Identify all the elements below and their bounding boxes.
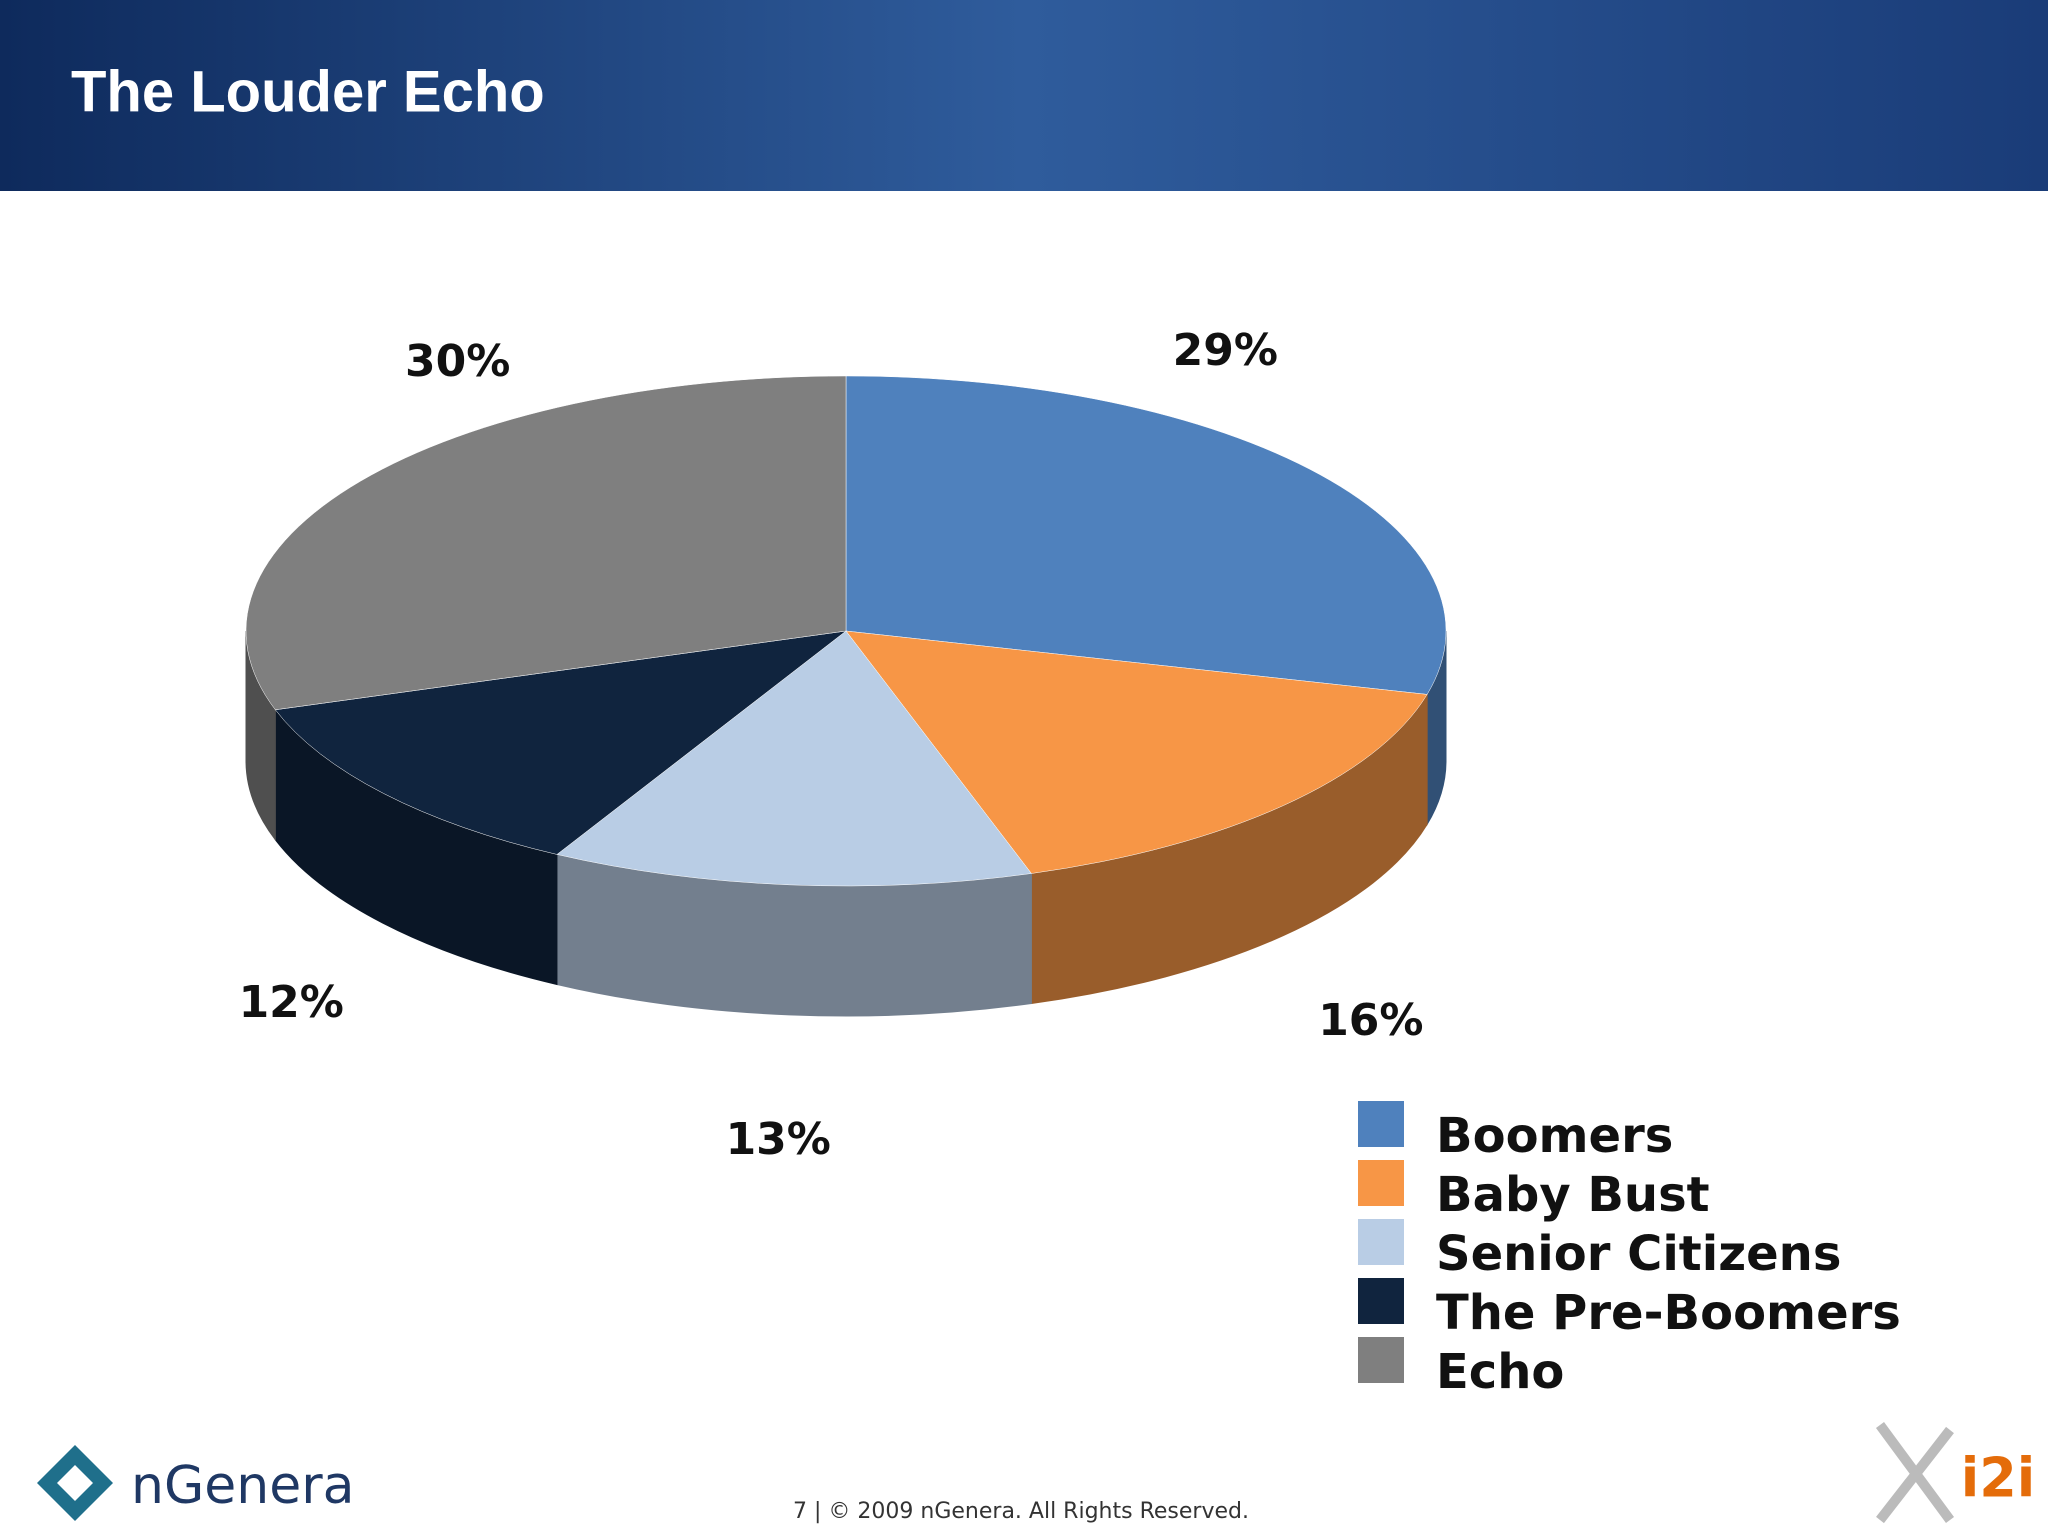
- footer: 7 | © 2009 nGenera. All Rights Reserved.: [793, 1499, 1249, 1524]
- logo-ngenera: nGenera: [37, 1445, 354, 1521]
- legend-swatch: [1358, 1219, 1404, 1265]
- legend-swatch: [1358, 1278, 1404, 1324]
- legend-label: Echo: [1436, 1344, 1564, 1400]
- legend-label: The Pre-Boomers: [1436, 1285, 1901, 1341]
- legend-swatch: [1358, 1160, 1404, 1206]
- logo-text: nGenera: [131, 1456, 354, 1516]
- logo-x: [1875, 1422, 1955, 1524]
- data-label: 16%: [1318, 995, 1423, 1046]
- legend-swatch: [1358, 1101, 1404, 1147]
- slice: [845, 375, 1447, 695]
- slice: [845, 630, 1428, 874]
- slide-title: The Louder Echo: [71, 59, 545, 124]
- legend-swatch: [1358, 1337, 1404, 1383]
- legend-label: Baby Bust: [1436, 1167, 1710, 1223]
- data-label: 13%: [726, 1114, 831, 1165]
- logo-mark-inner: [57, 1465, 93, 1501]
- slice: [245, 375, 847, 711]
- logo-i2i: i2i: [1875, 1422, 2036, 1524]
- data-label: 29%: [1173, 325, 1278, 376]
- data-label: 12%: [239, 977, 344, 1028]
- header-band: [0, 0, 2048, 191]
- slice: [556, 630, 1032, 887]
- data-label: 30%: [405, 336, 510, 387]
- slice: [274, 630, 847, 855]
- logo-text: i2i: [1961, 1447, 2036, 1510]
- legend-label: Boomers: [1436, 1108, 1673, 1164]
- legend-label: Senior Citizens: [1436, 1226, 1841, 1282]
